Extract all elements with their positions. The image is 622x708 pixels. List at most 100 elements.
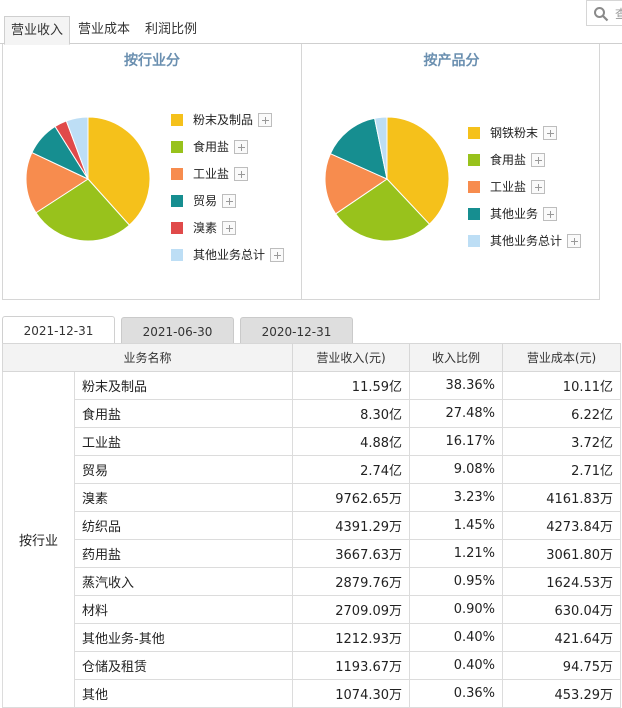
cost-value: 3.72亿 — [502, 427, 622, 456]
legend-swatch — [171, 194, 183, 207]
table-row: 纺织品 4391.29万 1.45% 4273.84万 — [3, 511, 622, 540]
expand-plus-icon[interactable] — [531, 152, 546, 167]
legend-swatch — [468, 234, 480, 247]
header-business-name: 业务名称 — [1, 343, 294, 372]
legend-item[interactable]: 食用盐 — [468, 146, 581, 173]
pie-slice[interactable] — [35, 178, 131, 242]
legend-product: 钢铁粉末食用盐工业盐其他业务其他业务总计 — [468, 119, 582, 254]
table-body: 按行业 粉末及制品 11.59亿 38.36% 10.11亿 食用盐 8.30亿 27.48%… — [2, 371, 622, 708]
header-cost: 营业成本(元) — [502, 343, 622, 372]
legend-swatch — [171, 140, 183, 153]
cost-value: 2.71亿 — [502, 455, 622, 484]
pie-slice[interactable] — [324, 153, 389, 215]
search-icon — [594, 7, 609, 22]
business-name: 溴素 — [73, 483, 294, 512]
revenue-value: 1212.93万 — [292, 623, 411, 652]
cost-value: 4273.84万 — [502, 511, 622, 540]
pie-slice[interactable] — [65, 116, 89, 180]
expand-plus-icon[interactable] — [543, 206, 558, 221]
ratio-value: 0.95% — [409, 567, 504, 596]
header-revenue: 营业收入(元) — [292, 343, 411, 372]
business-name: 药用盐 — [73, 539, 294, 568]
date-tab-2021-06-30[interactable]: 2021-06-30 — [121, 317, 234, 344]
expand-plus-icon[interactable] — [258, 112, 273, 127]
pie-slice[interactable] — [25, 151, 90, 214]
header-revenue-ratio: 收入比例 — [409, 343, 504, 372]
ratio-value: 27.48% — [409, 399, 504, 428]
legend-swatch — [468, 207, 480, 220]
legend-item[interactable]: 工业盐 — [171, 160, 284, 187]
cost-value: 4161.83万 — [502, 483, 622, 512]
business-name: 贸易 — [73, 455, 294, 484]
expand-plus-icon[interactable] — [270, 247, 285, 262]
pie-slice[interactable] — [335, 178, 431, 242]
legend-swatch — [171, 113, 183, 126]
tab-cost[interactable]: 营业成本 — [77, 22, 130, 37]
legend-item[interactable]: 钢铁粉末 — [468, 119, 581, 146]
ratio-value: 0.36% — [409, 679, 504, 708]
business-name: 仓储及租赁 — [73, 651, 294, 680]
table-row: 溴素 9762.65万 3.23% 4161.83万 — [3, 483, 622, 512]
legend-industry: 粉末及制品食用盐 工业盐 贸易 溴素其他业务总计 — [171, 106, 285, 268]
date-tab-2020-12-31[interactable]: 2020-12-31 — [240, 317, 353, 344]
cost-value: 6.22亿 — [502, 399, 622, 428]
legend-label: 其他业务总计 — [490, 234, 563, 248]
revenue-value: 2709.09万 — [292, 595, 411, 624]
ratio-value: 3.23% — [409, 483, 504, 512]
pie-slice[interactable] — [329, 117, 388, 180]
ratio-value: 0.40% — [409, 623, 504, 652]
expand-plus-icon[interactable] — [567, 233, 582, 248]
business-name: 纺织品 — [73, 511, 294, 540]
revenue-value: 3667.63万 — [292, 539, 411, 568]
expand-plus-icon[interactable] — [543, 125, 558, 140]
ratio-value: 1.21% — [409, 539, 504, 568]
legend-item[interactable]: 其他业务 — [468, 200, 581, 227]
cost-value: 630.04万 — [502, 595, 622, 624]
tab-revenue[interactable]: 营业收入 — [4, 16, 70, 45]
legend-item[interactable]: 工业盐 — [468, 173, 581, 200]
legend-item[interactable]: 食用盐 — [171, 133, 284, 160]
table-row: 食用盐 8.30亿 27.48% 6.22亿 — [3, 399, 622, 428]
expand-plus-icon[interactable] — [222, 220, 237, 235]
legend-swatch — [171, 167, 183, 180]
table-row: 蒸汽收入 2879.76万 0.95% 1624.53万 — [3, 567, 622, 596]
pie-by-industry: 按行业分 粉末及制品 食用盐 工业盐 贸易 溴素 其他业务总计 — [3, 44, 302, 300]
revenue-value: 4391.29万 — [292, 511, 411, 540]
legend-item[interactable]: 其他业务总计 — [171, 241, 285, 268]
legend-label: 其他业务总计 — [193, 248, 266, 262]
legend-swatch — [468, 153, 480, 166]
legend-label: 食用盐 — [490, 153, 527, 167]
legend-item[interactable]: 贸易 — [171, 187, 284, 214]
ratio-value: 1.45% — [409, 511, 504, 540]
pie-slice[interactable] — [386, 116, 450, 225]
expand-plus-icon[interactable] — [234, 166, 249, 181]
pie-industry-chart — [25, 116, 151, 242]
tab-profit-ratio[interactable]: 利润比例 — [144, 22, 197, 37]
cost-value: 3061.80万 — [502, 539, 622, 568]
table-row: 材料 2709.09万 0.90% 630.04万 — [3, 595, 622, 624]
table-row: 其他 1074.30万 0.36% 453.29万 — [3, 679, 622, 708]
legend-label: 其他业务 — [490, 207, 539, 221]
legend-item[interactable]: 粉末及制品 — [171, 106, 284, 133]
pie-slice[interactable] — [374, 116, 388, 180]
business-name: 粉末及制品 — [73, 371, 294, 400]
table-row: 其他业务-其他 1212.93万 0.40% 421.64万 — [3, 623, 622, 652]
ratio-value: 16.17% — [409, 427, 504, 456]
business-name: 材料 — [73, 595, 294, 624]
expand-plus-icon[interactable] — [531, 179, 546, 194]
revenue-value: 1074.30万 — [292, 679, 411, 708]
date-tab-2021-12-31[interactable]: 2021-12-31 — [2, 316, 115, 344]
ratio-value: 0.40% — [409, 651, 504, 680]
group-label: 按行业 — [2, 371, 75, 708]
expand-plus-icon[interactable] — [234, 139, 249, 154]
revenue-value: 8.30亿 — [292, 399, 411, 428]
pie-by-product: 按产品分 钢铁粉末 食用盐 工业盐 其他业务 其他业务总计 — [302, 44, 601, 300]
legend-item[interactable]: 溴素 — [171, 214, 284, 241]
legend-label: 粉末及制品 — [193, 113, 254, 127]
search-input[interactable]: 查 — [586, 0, 622, 26]
business-name: 蒸汽收入 — [73, 567, 294, 596]
revenue-value: 9762.65万 — [292, 483, 411, 512]
pie-slice[interactable] — [87, 116, 151, 226]
legend-item[interactable]: 其他业务总计 — [468, 227, 582, 254]
expand-plus-icon[interactable] — [222, 193, 237, 208]
